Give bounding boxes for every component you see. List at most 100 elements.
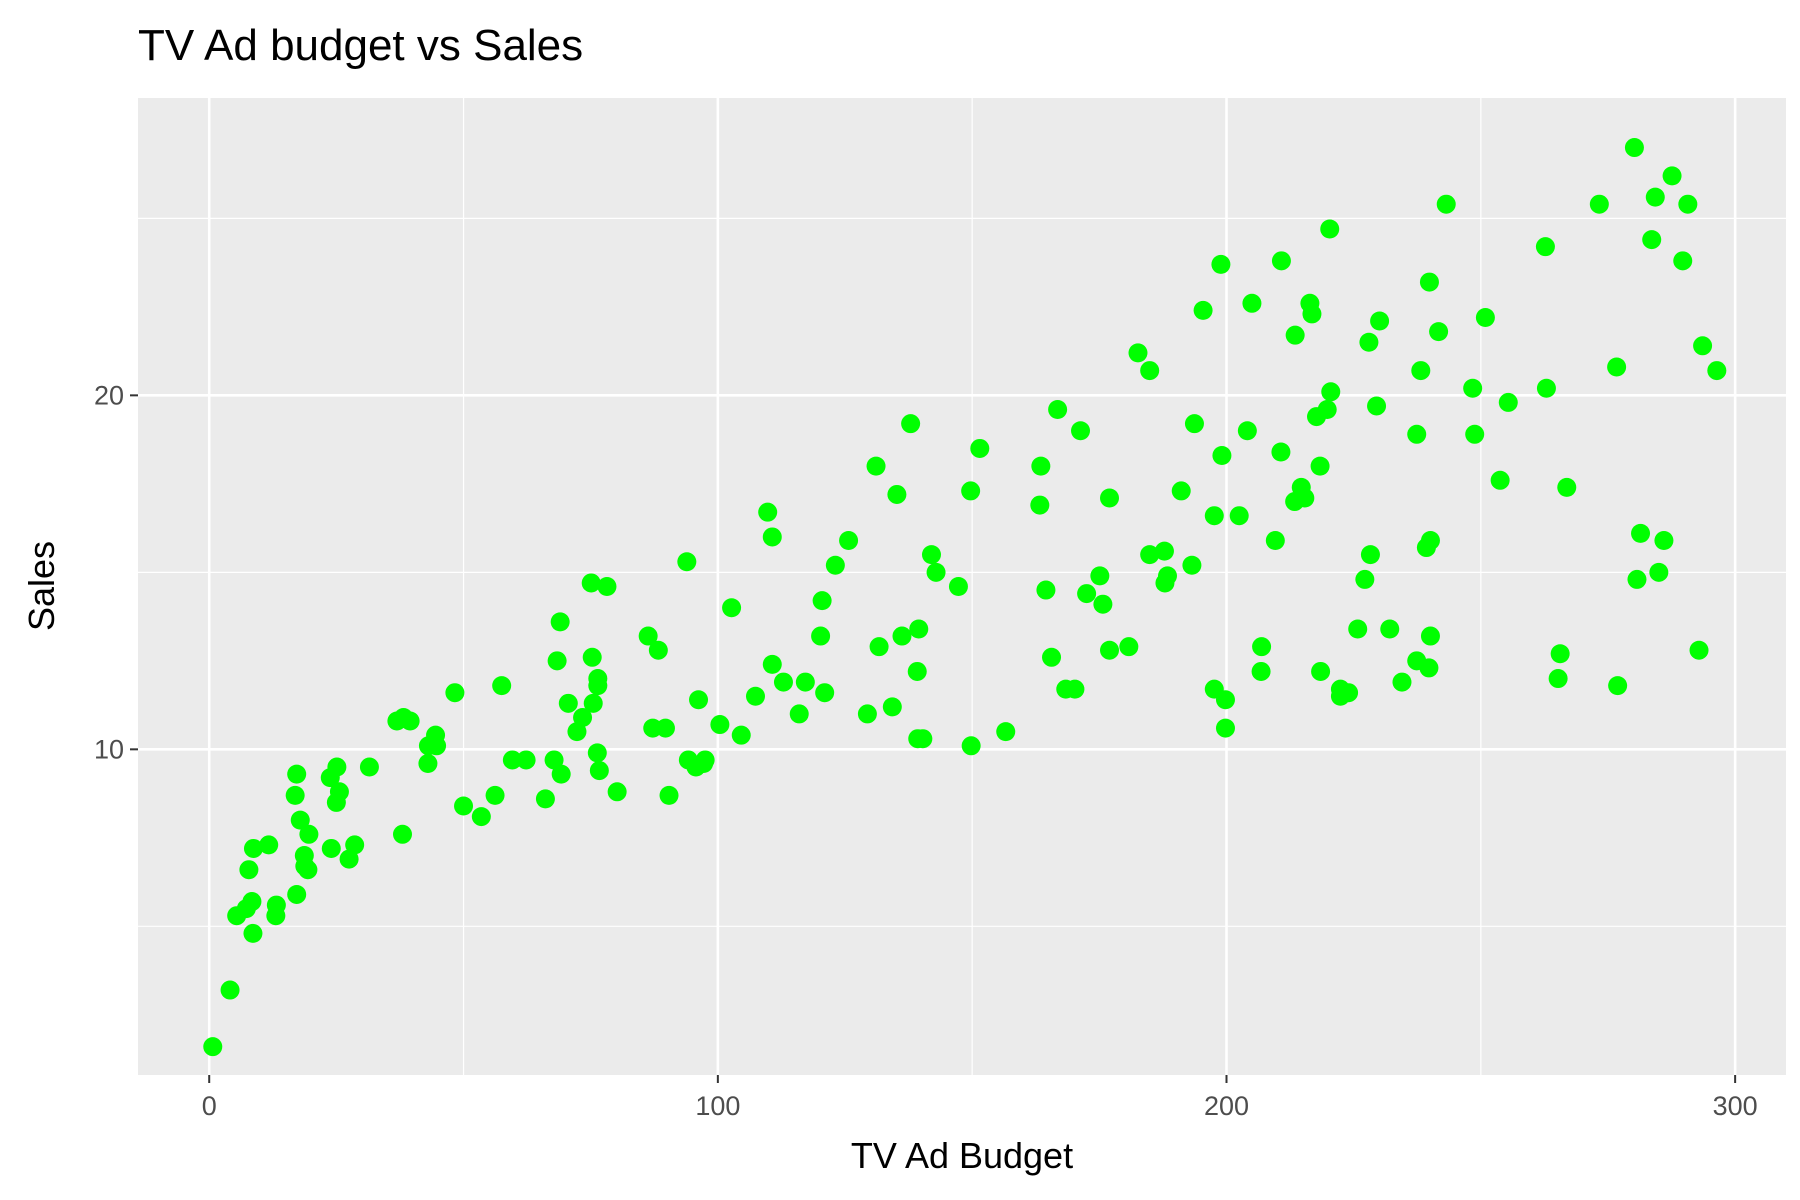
data-point	[359, 757, 379, 777]
data-point	[773, 672, 793, 692]
data-point	[1271, 251, 1291, 271]
data-point	[1154, 541, 1174, 561]
data-point	[492, 676, 512, 696]
data-point	[996, 722, 1016, 742]
data-point	[589, 761, 609, 781]
data-point	[1302, 304, 1322, 324]
data-point	[327, 757, 347, 777]
data-point	[345, 835, 365, 855]
data-point	[573, 707, 593, 727]
data-point	[1678, 194, 1698, 214]
data-point	[812, 591, 832, 611]
data-point	[418, 753, 438, 773]
data-point	[1607, 357, 1627, 377]
data-point	[892, 626, 912, 646]
data-point	[285, 785, 305, 805]
data-point	[710, 715, 730, 735]
data-point	[582, 647, 602, 667]
x-tick-label: 100	[695, 1091, 740, 1121]
data-point	[1090, 566, 1110, 586]
x-axis-title: TV Ad Budget	[851, 1135, 1073, 1176]
data-point	[655, 718, 675, 738]
data-point	[1048, 400, 1068, 420]
data-point	[1193, 300, 1213, 320]
data-point	[321, 838, 341, 858]
data-point	[1645, 187, 1665, 207]
data-point	[1557, 477, 1577, 497]
data-point	[866, 456, 886, 476]
data-point	[1631, 523, 1651, 543]
data-point	[1693, 336, 1713, 356]
minor-gridlines	[138, 98, 1786, 1075]
data-point	[1204, 506, 1224, 526]
data-point	[913, 729, 933, 749]
y-tick-label: 20	[94, 380, 124, 410]
data-point	[648, 640, 668, 660]
data-point	[1171, 481, 1191, 501]
data-point	[638, 626, 658, 646]
data-point	[1065, 679, 1085, 699]
data-point	[1285, 325, 1305, 345]
data-point	[471, 807, 491, 827]
data-point	[1662, 166, 1682, 186]
data-point	[1380, 619, 1400, 639]
data-point	[758, 502, 778, 522]
data-point	[1071, 421, 1091, 441]
data-point	[1589, 194, 1609, 214]
data-point	[1673, 251, 1693, 271]
data-point	[659, 785, 679, 805]
data-point	[1252, 637, 1272, 657]
data-point	[882, 697, 902, 717]
data-point	[961, 736, 981, 756]
data-point	[1140, 361, 1160, 381]
data-point	[1036, 580, 1056, 600]
data-point	[266, 895, 286, 915]
data-point	[695, 750, 715, 770]
data-points	[203, 138, 1727, 1057]
data-point	[607, 782, 627, 802]
data-point	[948, 577, 968, 596]
data-point	[901, 414, 921, 434]
data-point	[1242, 293, 1262, 313]
data-point	[581, 573, 601, 593]
data-point	[1251, 661, 1271, 681]
x-tick-label: 300	[1713, 1091, 1758, 1121]
data-point	[287, 884, 307, 904]
data-point	[597, 577, 617, 596]
data-point	[745, 686, 765, 706]
data-point	[1419, 272, 1439, 292]
data-point	[1140, 545, 1160, 565]
data-point	[1627, 569, 1647, 589]
data-point	[1212, 446, 1232, 466]
data-point	[731, 725, 751, 745]
data-point	[1295, 488, 1315, 508]
data-point	[1031, 456, 1051, 476]
data-point	[689, 690, 709, 710]
data-point	[1642, 230, 1662, 250]
data-point	[1321, 382, 1341, 402]
data-point	[550, 612, 570, 632]
data-point	[1429, 322, 1449, 342]
data-point	[811, 626, 831, 646]
data-point	[1271, 442, 1291, 462]
data-point	[1215, 718, 1235, 738]
data-point	[1475, 307, 1495, 327]
data-point	[795, 672, 815, 692]
data-point	[1128, 343, 1148, 363]
data-point	[1100, 640, 1120, 660]
data-point	[1348, 619, 1368, 639]
data-point	[970, 438, 990, 458]
data-point	[287, 764, 307, 784]
data-point	[329, 782, 349, 802]
data-point	[1608, 676, 1628, 696]
data-point	[1624, 138, 1644, 158]
data-point	[839, 530, 859, 550]
data-point	[762, 527, 782, 547]
data-point	[454, 796, 474, 816]
chart-title: TV Ad budget vs Sales	[138, 21, 583, 70]
data-point	[516, 750, 536, 770]
data-point	[1548, 669, 1568, 689]
data-point	[1042, 647, 1062, 667]
data-point	[1465, 424, 1485, 444]
